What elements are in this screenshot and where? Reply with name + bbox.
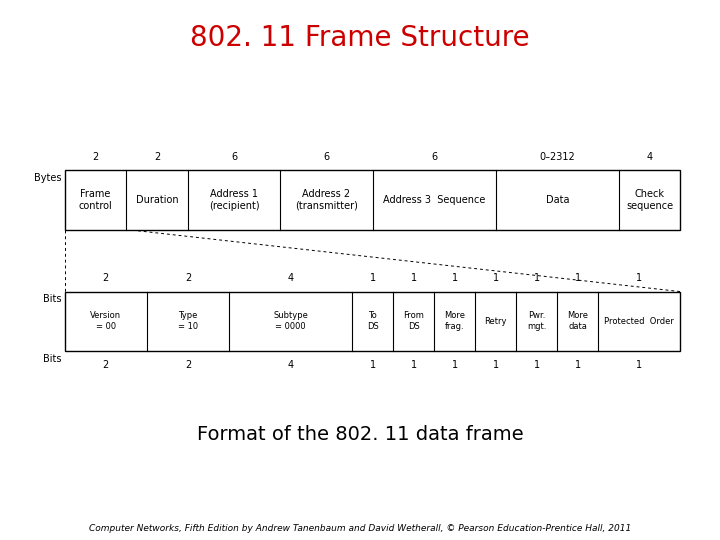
Text: Address 2
(transmitter): Address 2 (transmitter) [295,188,358,211]
Text: 802. 11 Frame Structure: 802. 11 Frame Structure [190,24,530,52]
Text: 1: 1 [410,273,417,283]
Text: Version
= 00: Version = 00 [90,311,122,332]
Text: Bits: Bits [42,294,61,305]
Text: From
DS: From DS [403,311,424,332]
Text: 1: 1 [369,273,376,283]
Text: 1: 1 [534,273,540,283]
Text: Pwr.
mgt.: Pwr. mgt. [527,311,546,332]
Text: 2: 2 [185,360,191,369]
Text: Type
= 10: Type = 10 [178,311,198,332]
Text: 1: 1 [369,360,376,369]
Text: 0–2312: 0–2312 [539,152,575,161]
Text: 1: 1 [492,360,499,369]
Text: 6: 6 [323,152,330,161]
Text: 1: 1 [636,273,642,283]
Text: 2: 2 [103,273,109,283]
Text: To
DS: To DS [366,311,379,332]
Text: 1: 1 [575,360,581,369]
Text: 2: 2 [185,273,191,283]
Text: Data: Data [546,195,569,205]
Text: 2: 2 [92,152,99,161]
Text: Bits: Bits [42,354,61,364]
Text: 6: 6 [431,152,437,161]
Text: Frame
control: Frame control [78,188,112,211]
Text: 1: 1 [575,273,581,283]
Bar [65,292,680,351]
Text: 2: 2 [103,360,109,369]
Text: 2: 2 [154,152,161,161]
Bar [65,170,680,230]
Text: Bytes: Bytes [34,173,61,183]
Text: 4: 4 [287,360,294,369]
Text: 1: 1 [451,273,458,283]
Text: More
frag.: More frag. [444,311,465,332]
Text: Retry: Retry [485,317,507,326]
Text: Computer Networks, Fifth Edition by Andrew Tanenbaum and David Wetherall, © Pear: Computer Networks, Fifth Edition by Andr… [89,524,631,532]
Text: Format of the 802. 11 data frame: Format of the 802. 11 data frame [197,425,523,444]
Text: Address 1
(recipient): Address 1 (recipient) [209,188,259,211]
Text: 4: 4 [647,152,653,161]
Text: 1: 1 [534,360,540,369]
Text: Duration: Duration [136,195,179,205]
Text: 1: 1 [636,360,642,369]
Text: 4: 4 [287,273,294,283]
Text: Check
sequence: Check sequence [626,188,673,211]
Text: Address 3  Sequence: Address 3 Sequence [383,195,485,205]
Text: 1: 1 [492,273,499,283]
Text: Protected  Order: Protected Order [604,317,675,326]
Text: 1: 1 [410,360,417,369]
Text: Subtype
= 0000: Subtype = 0000 [273,311,308,332]
Text: More
data: More data [567,311,588,332]
Text: 1: 1 [451,360,458,369]
Text: 6: 6 [231,152,237,161]
